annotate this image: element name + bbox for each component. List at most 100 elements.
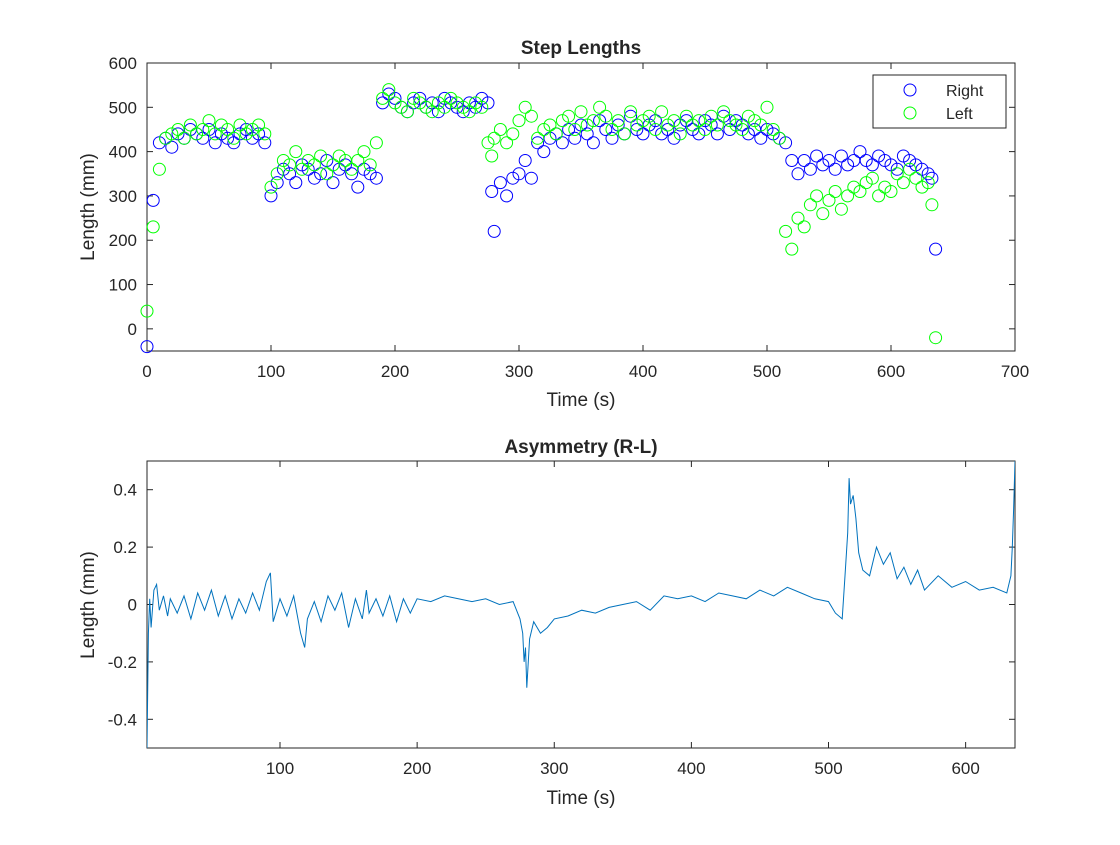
series-left-point [543,118,557,132]
series-left-point [586,114,600,128]
step-lengths-y-tick-label: 200 [109,231,137,250]
step-lengths-x-tick-label: 100 [257,362,285,381]
series-left-point [221,123,235,136]
series-right-point [580,127,594,141]
step-lengths-y-ticks: 0 100 200 300 400 500 600 [109,54,1015,339]
series-right-point [834,149,848,163]
series-left-point [140,304,154,318]
series-right-point [568,131,582,145]
series-right-point [314,167,328,181]
asymmetry-x-tick-label: 600 [951,759,979,778]
asymmetry-series-line [147,461,1015,748]
series-right-point [456,105,470,119]
asymmetry-x-tick-label: 100 [266,759,294,778]
legend-marker-right [903,83,917,97]
series-right-point [537,145,551,159]
series-right-point [925,171,939,185]
asymmetry-x-tick-label: 300 [540,759,568,778]
series-left-point [735,123,749,136]
series-left-point [357,145,371,159]
step-lengths-subplot: Step Lengths Time (s) Length (mm) 0 100 20… [78,38,1029,411]
series-left-point [810,189,824,203]
series-right-point [562,123,576,136]
series-left-point [599,109,613,123]
series-right-point [531,136,545,150]
legend-box [872,74,1007,129]
series-left-point [611,114,625,128]
step-lengths-xlabel: Time (s) [547,390,616,411]
series-left-point [760,100,774,114]
series-right-point [803,162,817,176]
series-left-point [617,127,631,141]
step-lengths-y-tick-label: 600 [109,54,137,73]
series-right-point [754,131,768,145]
legend-label-right: Right [946,83,984,100]
asymmetry-axes-box [146,460,1016,749]
series-left-point [524,109,538,123]
series-left-point [872,189,886,203]
series-left-point [667,114,681,128]
series-right-point [929,242,943,256]
step-lengths-x-tick-label: 500 [753,362,781,381]
series-left-point [202,114,216,128]
asymmetry-x-tick-label: 200 [403,759,431,778]
series-left-point [605,123,619,136]
series-right-point [264,189,278,203]
series-left-point [475,100,489,114]
series-right-point [512,167,526,181]
series-left-point [710,118,724,132]
series-left-point [531,131,545,145]
series-right-point [822,154,836,167]
series-right-point [865,158,879,172]
series-left-point [400,105,414,119]
series-left-point [865,171,879,185]
asymmetry-x-ticks: 100 200 300 400 500 600 [266,461,980,778]
series-right-point [599,123,613,136]
series-left-point [648,123,662,136]
step-lengths-y-tick-label: 300 [109,187,137,206]
series-right-point [921,167,935,181]
asymmetry-y-tick-label: 0.4 [113,481,137,500]
series-left-point [351,154,365,167]
series-left-point [487,131,501,145]
series-right-point [735,118,749,132]
step-lengths-y-tick-label: 100 [109,276,137,295]
series-left-point [568,123,582,136]
series-left-point [698,123,712,136]
series-left-point [853,185,867,198]
step-lengths-x-ticks: 0 100 200 300 400 500 600 700 [142,63,1029,381]
series-right-point [258,136,272,150]
series-right-point [351,180,365,194]
series-left-point [283,158,297,172]
step-lengths-x-tick-label: 200 [381,362,409,381]
series-left-point [593,100,607,114]
series-right-point [624,109,638,123]
series-right-point [853,145,867,159]
series-left-point [624,105,638,119]
series-left-point [574,105,588,119]
series-left-point [307,158,321,172]
series-left-point [921,176,935,190]
series-right-point [345,167,359,181]
series-left-point [345,162,359,176]
series-left-point [314,149,328,163]
series-right-point [487,224,501,238]
asymmetry-y-tick-label: 0.2 [113,538,137,557]
series-right-point [586,136,600,150]
series-left-point [369,136,383,150]
asymmetry-xlabel: Time (s) [547,788,616,809]
series-left-point [177,131,191,145]
series-left-point [376,91,390,105]
series-left-point [493,123,507,136]
series-left-point [227,131,241,145]
series-left-point [754,118,768,132]
step-lengths-y-tick-label: 0 [128,320,137,339]
step-lengths-x-tick-label: 300 [505,362,533,381]
series-right-point [636,127,650,141]
series-right-point [369,171,383,185]
legend-marker-left [903,106,917,120]
series-right-point [518,154,532,167]
series-left-point [363,158,377,172]
series-right-point [493,176,507,190]
